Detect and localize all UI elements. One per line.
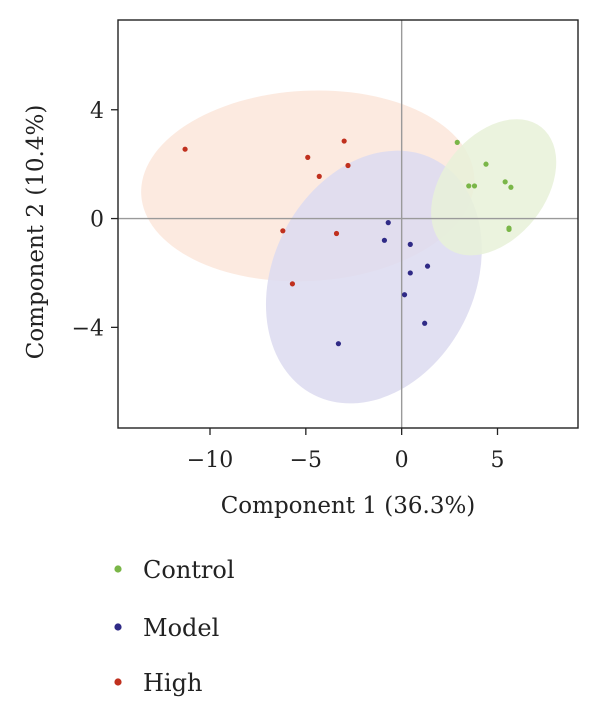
point-control bbox=[506, 226, 512, 233]
legend-marker bbox=[114, 678, 122, 686]
point-high bbox=[333, 230, 340, 237]
data-points bbox=[182, 138, 514, 347]
point-high bbox=[345, 162, 351, 169]
ellipse-model bbox=[265, 150, 482, 404]
y-tick-label: 4 bbox=[90, 99, 104, 124]
x-tick-label: −10 bbox=[187, 448, 233, 473]
legend-item-control: Control bbox=[114, 556, 235, 584]
point-control bbox=[502, 179, 508, 185]
point-model bbox=[381, 237, 388, 243]
y-axis-ticks: 4 0 −4 bbox=[72, 99, 118, 341]
point-high bbox=[316, 173, 322, 179]
point-model bbox=[335, 341, 342, 347]
legend-marker bbox=[114, 623, 122, 631]
y-tick-label: 0 bbox=[90, 208, 104, 233]
x-tick-label: −5 bbox=[290, 448, 322, 473]
plot-frame bbox=[117, 19, 579, 429]
confidence-ellipses bbox=[141, 90, 557, 404]
legend-item-high: High bbox=[114, 669, 202, 697]
point-model bbox=[407, 270, 413, 276]
legend-marker bbox=[114, 565, 122, 573]
reference-lines bbox=[118, 20, 578, 428]
y-tick-label: −4 bbox=[72, 316, 104, 341]
point-high bbox=[289, 281, 296, 287]
legend-label: High bbox=[143, 669, 202, 697]
x-axis-ticks: −10 −5 0 5 bbox=[187, 428, 505, 473]
point-model bbox=[407, 241, 413, 247]
legend-label: Model bbox=[143, 614, 219, 642]
point-control bbox=[466, 183, 472, 189]
x-tick-label: 5 bbox=[491, 448, 505, 473]
legend-item-model: Model bbox=[114, 614, 219, 642]
point-control bbox=[483, 161, 489, 167]
legend-label: Control bbox=[143, 556, 235, 584]
point-model bbox=[424, 263, 431, 269]
legend: Control Model High bbox=[114, 556, 235, 697]
ellipse-control bbox=[431, 119, 557, 256]
x-axis-label: Component 1 (36.3%) bbox=[221, 493, 476, 519]
point-control bbox=[454, 139, 460, 145]
y-axis-label: Component 2 (10.4%) bbox=[23, 105, 49, 360]
point-high bbox=[182, 146, 188, 152]
point-control bbox=[508, 184, 514, 190]
point-high bbox=[280, 228, 286, 234]
point-model bbox=[385, 220, 391, 226]
point-model bbox=[422, 320, 428, 326]
point-model bbox=[401, 292, 408, 298]
point-high bbox=[341, 138, 347, 144]
x-tick-label: 0 bbox=[395, 448, 409, 473]
point-control bbox=[471, 183, 478, 189]
point-high bbox=[305, 154, 311, 160]
